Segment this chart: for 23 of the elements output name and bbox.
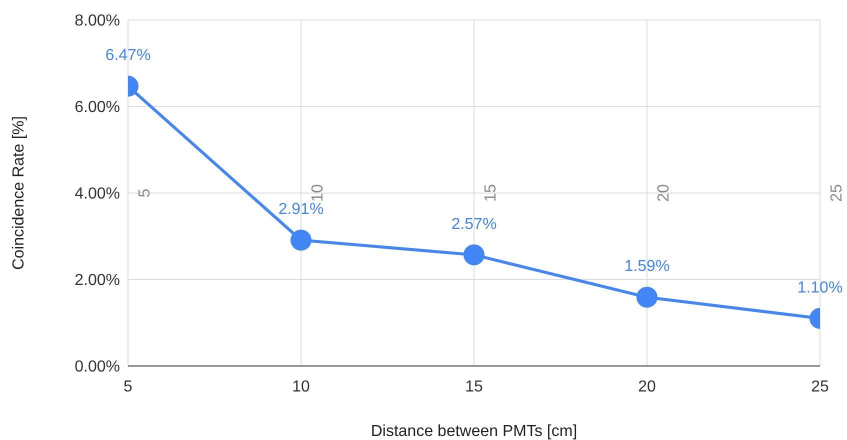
- y-axis-title: Coincidence Rate [%]: [10, 116, 28, 270]
- annotation: 15: [482, 184, 500, 202]
- y-tick-label: 2.00%: [74, 272, 120, 290]
- y-tick-label: 6.00%: [74, 99, 120, 116]
- x-tick-label: 15: [465, 378, 483, 396]
- y-tick-label: 8.00%: [74, 12, 120, 30]
- x-tick-label: 10: [292, 378, 310, 396]
- data-label: 6.47%: [105, 47, 151, 64]
- x-axis-title: Distance between PMTs [cm]: [370, 423, 578, 440]
- y-tick-label: 4.00%: [74, 186, 120, 203]
- annotation: 10: [310, 184, 326, 202]
- point: [464, 244, 484, 266]
- data-label: 2.57%: [451, 216, 497, 233]
- x-tick-label: 25: [811, 378, 829, 396]
- text: 25: [828, 184, 846, 202]
- x-tick-label: 5: [124, 378, 133, 396]
- data-label: 1.10%: [797, 279, 843, 296]
- data-label: 1.59%: [624, 258, 670, 276]
- annotation: 5: [136, 188, 154, 198]
- y-tick-label: 0.00%: [74, 358, 120, 376]
- data-label: 2.91%: [278, 201, 324, 218]
- x-tick-label: 20: [638, 378, 656, 396]
- annotation: 20: [656, 184, 672, 202]
